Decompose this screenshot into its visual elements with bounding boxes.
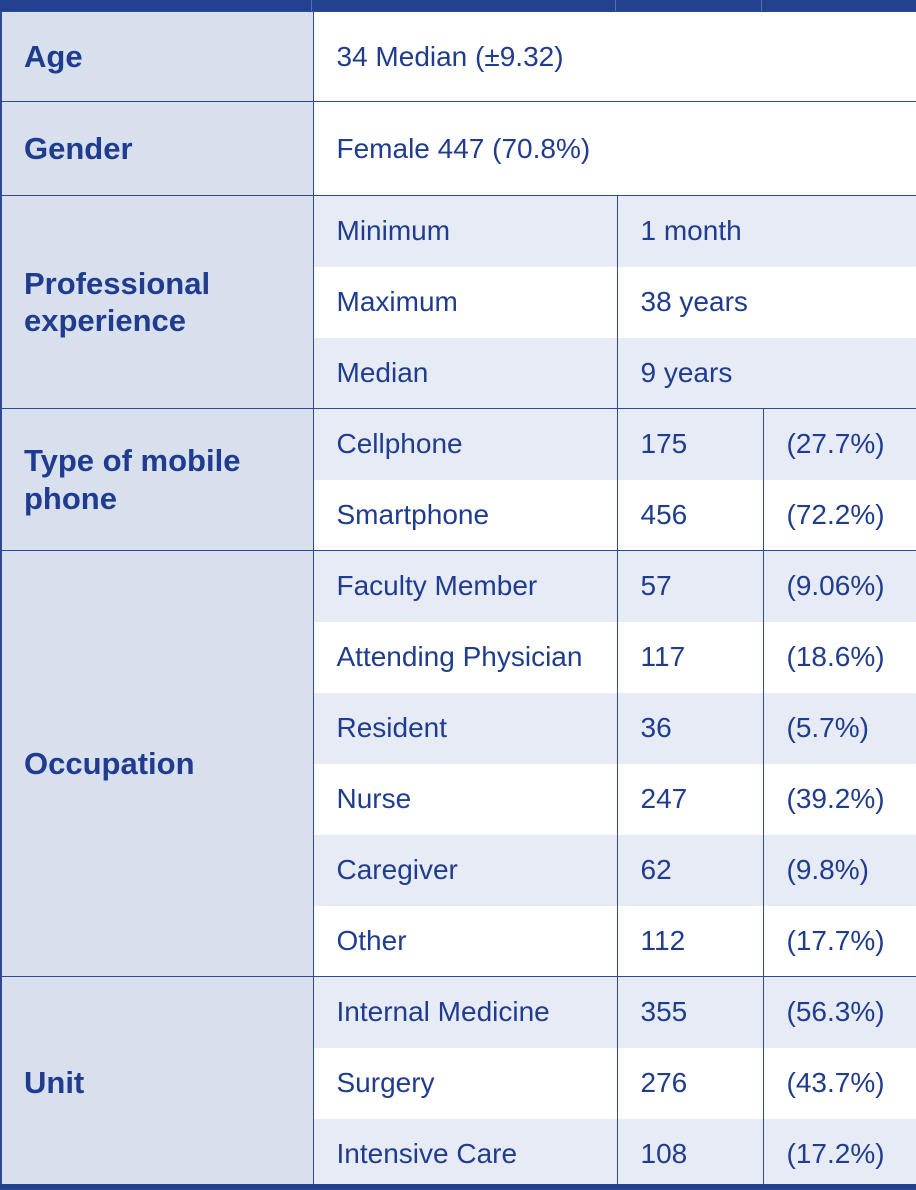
table-row-age: Age 34 Median (±9.32) <box>0 11 916 102</box>
cell-item-percent: (17.2%) <box>762 1118 916 1190</box>
cell-item-percent: (18.6%) <box>762 621 916 693</box>
table-row: Caregiver 62 (9.8%) <box>1 834 916 906</box>
row-header-gender: Gender <box>0 101 314 196</box>
cell-item-percent: (9.8%) <box>762 834 916 906</box>
cell-item-count: 57 <box>616 550 764 622</box>
table-row: Unit Internal Medicine 355 (56.3%) <box>0 976 916 1190</box>
cell-item-count: 108 <box>616 1118 764 1190</box>
top-rule-tick <box>761 0 762 11</box>
cell-item-name: Nurse <box>312 763 618 835</box>
cell-item-name: Median <box>312 337 618 409</box>
cell-item-percent: (56.3%) <box>762 976 916 1048</box>
table-row: Type of mobile phone Cellphone 175 (27.7… <box>0 408 916 551</box>
cell-item-name: Internal Medicine <box>312 976 618 1048</box>
table-row-gender: Gender Female 447 (70.8%) <box>0 101 916 196</box>
bottom-rule <box>0 1184 916 1189</box>
cell-item-count: 36 <box>616 692 764 764</box>
cell-item-name: Minimum <box>312 195 618 267</box>
cell-item-percent: (72.2%) <box>762 479 916 551</box>
top-rule <box>0 0 916 11</box>
cell-item-percent: (9.06%) <box>762 550 916 622</box>
cell-item-count: 62 <box>616 834 764 906</box>
cell-item-value: 38 years <box>616 266 916 338</box>
top-rule-tick <box>615 0 616 11</box>
cell-item-name: Faculty Member <box>312 550 618 622</box>
cell-item-name: Caregiver <box>312 834 618 906</box>
cell-item-value: 1 month <box>616 195 916 267</box>
cell-item-count: 112 <box>616 905 764 977</box>
cell-item-percent: (27.7%) <box>762 408 916 480</box>
row-header-occupation: Occupation <box>0 550 314 977</box>
cell-item-name: Other <box>312 905 618 977</box>
row-header-mobile-phone: Type of mobile phone <box>0 408 314 551</box>
table-row: Nurse 247 (39.2%) <box>1 763 916 835</box>
table-row: Maximum 38 years <box>1 266 916 338</box>
cell-item-name: Attending Physician <box>312 621 618 693</box>
table-row: Other 112 (17.7%) <box>1 905 916 977</box>
cell-item-count: 355 <box>616 976 764 1048</box>
cell-age-value: 34 Median (±9.32) <box>312 11 916 102</box>
cell-item-name: Maximum <box>312 266 618 338</box>
cell-item-percent: (43.7%) <box>762 1047 916 1119</box>
row-header-age: Age <box>0 11 314 102</box>
cell-item-count: 117 <box>616 621 764 693</box>
cell-item-count: 456 <box>616 479 764 551</box>
cell-gender-value: Female 447 (70.8%) <box>312 101 916 196</box>
cell-item-percent: (5.7%) <box>762 692 916 764</box>
cell-item-count: 276 <box>616 1047 764 1119</box>
table-row: Professional experience Minimum 1 month <box>0 195 916 409</box>
cell-item-name: Surgery <box>312 1047 618 1119</box>
table-row: Attending Physician 117 (18.6%) <box>1 621 916 693</box>
cell-item-count: 247 <box>616 763 764 835</box>
top-rule-tick <box>311 0 312 11</box>
cell-item-name: Resident <box>312 692 618 764</box>
demographics-table: Age 34 Median (±9.32) Gender Female 447 … <box>0 11 916 1190</box>
cell-item-percent: (17.7%) <box>762 905 916 977</box>
table-row: Surgery 276 (43.7%) <box>1 1047 916 1119</box>
table-row: Resident 36 (5.7%) <box>1 692 916 764</box>
cell-item-value: 9 years <box>616 337 916 409</box>
row-header-unit: Unit <box>0 976 314 1190</box>
cell-item-name: Cellphone <box>312 408 618 480</box>
table-row: Occupation Faculty Member 57 (9.06%) <box>0 550 916 977</box>
cell-item-percent: (39.2%) <box>762 763 916 835</box>
row-header-professional-experience: Professional experience <box>0 195 314 409</box>
cell-item-name: Intensive Care <box>312 1118 618 1190</box>
cell-item-count: 175 <box>616 408 764 480</box>
table-row: Smartphone 456 (72.2%) <box>1 479 916 551</box>
cell-item-name: Smartphone <box>312 479 618 551</box>
